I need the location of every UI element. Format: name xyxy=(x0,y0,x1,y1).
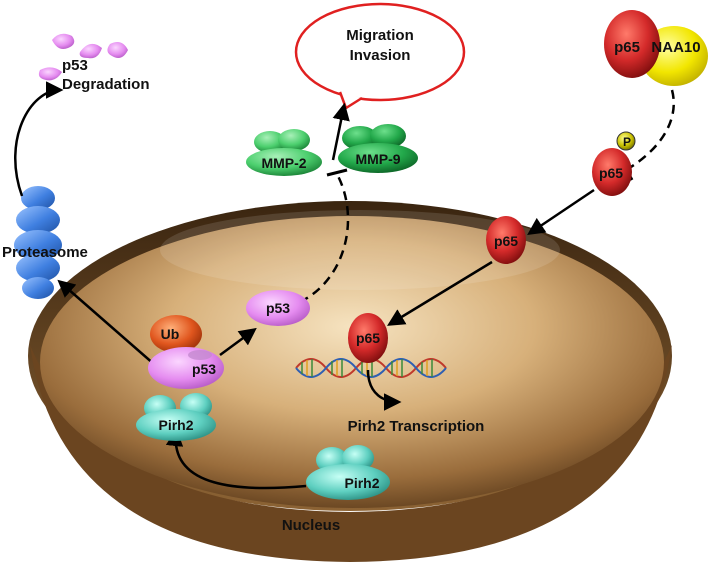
p65-cytoplasm-label: p65 xyxy=(494,233,518,249)
p65-nucleus-shape xyxy=(348,313,388,363)
nucleus-bowl xyxy=(28,201,672,562)
transcription-arrow xyxy=(366,369,402,411)
pirh2-free-shape xyxy=(306,445,390,500)
nucleus-label: Nucleus xyxy=(282,517,340,534)
p53-inhibits-mmp-bar xyxy=(326,168,348,177)
p65-phospho-label: p65 xyxy=(599,165,623,181)
mmp9-shape xyxy=(338,124,418,173)
proteasome-shape xyxy=(14,186,62,299)
p53-inhibits-mmp-line xyxy=(299,175,350,304)
p53-degradation-label-line2: Degradation xyxy=(62,76,150,93)
proteasome-label: Proteasome xyxy=(2,244,88,261)
ub-p53-pirh2-complex xyxy=(136,315,224,441)
p53-degradation-label-line1: p53 xyxy=(62,57,88,74)
mmp2-label: MMP-2 xyxy=(261,155,306,171)
complex-to-proteasome-arrow xyxy=(57,279,156,366)
pirh2-recruitment-arrow xyxy=(165,428,307,490)
invasion-label: Invasion xyxy=(350,47,411,64)
naa10-inhibits-p65-line xyxy=(625,89,675,172)
p65-complex-label: p65 xyxy=(614,39,640,56)
naa10-label: NAA10 xyxy=(651,39,700,56)
p53-fragments xyxy=(38,33,128,81)
p65-cytoplasm-shape xyxy=(486,216,526,264)
p65-phospho-shape xyxy=(592,131,636,196)
ub-label: Ub xyxy=(161,326,180,342)
p65-naa10-complex xyxy=(604,10,708,86)
pirh2-complex-label: Pirh2 xyxy=(158,417,193,433)
mmp-to-migration-arrow xyxy=(331,102,350,161)
proteasome-to-degradation-arrow xyxy=(14,81,64,197)
complex-to-p53-arrow xyxy=(219,327,257,357)
p53-free-label: p53 xyxy=(266,300,290,316)
p53-free-shape xyxy=(246,290,310,326)
migration-label: Migration xyxy=(346,27,414,44)
mmp2-shape xyxy=(246,129,322,176)
p53-complex-label: p53 xyxy=(192,361,216,377)
p65-activation-arrow xyxy=(527,188,595,235)
phospho-label: P xyxy=(623,135,631,149)
pirh2-transcription-label: Pirh2 Transcription xyxy=(348,418,485,435)
p65-nucleus-label: p65 xyxy=(356,330,380,346)
p65-nuclear-translocation-arrow xyxy=(387,260,493,326)
mmp9-label: MMP-9 xyxy=(355,151,400,167)
pirh2-free-label: Pirh2 xyxy=(344,475,379,491)
